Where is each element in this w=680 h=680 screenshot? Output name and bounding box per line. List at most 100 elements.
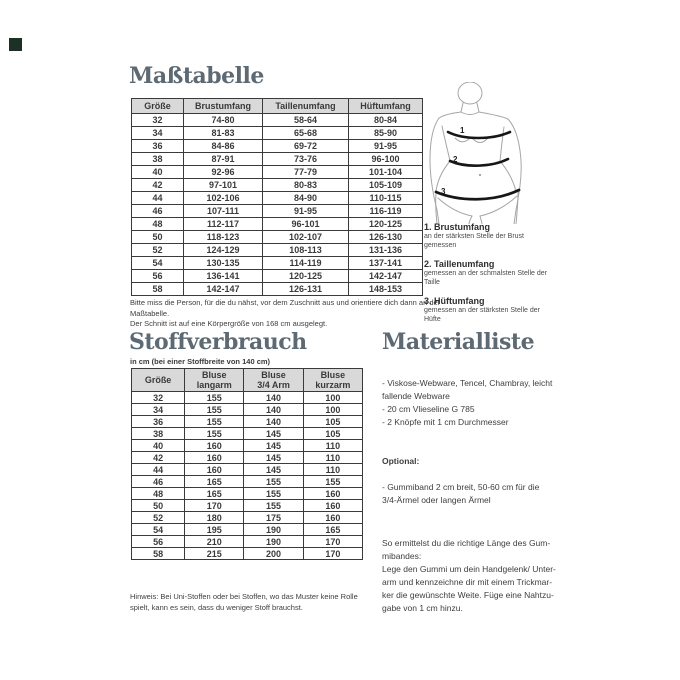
- table-cell: 114-119: [262, 256, 349, 270]
- table-cell: 190: [243, 523, 304, 536]
- fabric-usage-table: Größe Bluse langarm Bluse 3/4 Arm Bluse kur…: [130, 368, 364, 560]
- table-cell: 32: [130, 391, 186, 404]
- table-row: 52 180 175 160: [130, 511, 364, 524]
- table-row: 44 102-106 84-90 110-115: [131, 191, 423, 205]
- legend-label: 3. Hüftumfang: [424, 296, 485, 306]
- table-cell: 155: [243, 475, 304, 488]
- legend-desc: gemessen an der stärksten Stelle der Hüf…: [424, 307, 540, 323]
- table-cell: 165: [184, 487, 245, 500]
- table-cell: 58: [130, 547, 186, 560]
- table-cell: 160: [302, 499, 364, 512]
- fabric-usage-title: Stoffverbrauch: [129, 329, 307, 355]
- table-cell: 102-106: [183, 191, 263, 205]
- table-cell: 140: [243, 403, 304, 416]
- table-cell: 38: [130, 427, 186, 440]
- table-row: 46 165 155 155: [130, 475, 364, 488]
- column-header: Brustumfang: [183, 98, 263, 114]
- table-cell: 54: [131, 256, 184, 270]
- table-cell: 48: [131, 217, 184, 231]
- table-cell: 32: [131, 113, 184, 127]
- table-cell: 165: [184, 475, 245, 488]
- table-cell: 155: [184, 391, 245, 404]
- legend-item-waist: 2. Taillenumfang gemessen an der schmals…: [424, 259, 554, 287]
- legend-desc: an der stärksten Stelle der Brust gemess…: [424, 233, 524, 249]
- table-row: 56 136-141 120-125 142-147: [131, 269, 423, 283]
- measurement-legend: 1. Brustumfang an der stärksten Stelle d…: [424, 222, 554, 333]
- table-cell: 180: [184, 511, 245, 524]
- table-cell: 155: [184, 415, 245, 428]
- table-cell: 74-80: [183, 113, 263, 127]
- table-cell: 160: [184, 439, 245, 452]
- table-cell: 46: [130, 475, 186, 488]
- table-cell: 170: [302, 547, 364, 560]
- table-cell: 56: [131, 269, 184, 283]
- table-cell: 110: [302, 451, 364, 464]
- table-row: 38 155 145 105: [130, 427, 364, 440]
- table-cell: 107-111: [183, 204, 263, 218]
- table-cell: 40: [130, 439, 186, 452]
- table-row: 44 160 145 110: [130, 463, 364, 476]
- table-row: 42 160 145 110: [130, 451, 364, 464]
- size-table-body: 32 74-80 58-64 80-84 34 81-83 65-68 85-90 36 84-8…: [131, 113, 423, 296]
- table-cell: 160: [184, 463, 245, 476]
- table-cell: 131-136: [348, 243, 423, 257]
- material-items: - Viskose-Webware, Tencel, Chambray, lei…: [382, 378, 553, 427]
- measurement-bands: [434, 130, 521, 201]
- table-cell: 110-115: [348, 191, 423, 205]
- marker-2: 2: [453, 155, 458, 164]
- measuring-note: Bitte miss die Person, für die du nähst,…: [130, 298, 441, 328]
- table-cell: 101-104: [348, 165, 423, 179]
- table-cell: 38: [131, 152, 184, 166]
- table-cell: 84-86: [183, 139, 263, 153]
- table-row: 52 124-129 108-113 131-136: [131, 243, 423, 257]
- table-cell: 34: [131, 126, 184, 140]
- table-cell: 155: [184, 427, 245, 440]
- table-cell: 96-101: [262, 217, 349, 231]
- table-cell: 40: [131, 165, 184, 179]
- fabric-table-body: 32 155 140 100 34 155 140 100 36 155 140 105 38 155 14…: [130, 391, 364, 560]
- table-cell: 110: [302, 439, 364, 452]
- table-row: 34 81-83 65-68 85-90: [131, 126, 423, 140]
- table-cell: 42: [130, 451, 186, 464]
- legend-item-bust: 1. Brustumfang an der stärksten Stelle d…: [424, 222, 554, 250]
- table-row: 54 195 190 165: [130, 523, 364, 536]
- optional-label: Optional:: [382, 456, 420, 466]
- size-table-title: Maßtabelle: [129, 63, 264, 89]
- table-cell: 105: [302, 427, 364, 440]
- table-cell: 36: [130, 415, 186, 428]
- table-cell: 80-84: [348, 113, 423, 127]
- table-cell: 102-107: [262, 230, 349, 244]
- table-row: 58 215 200 170: [130, 547, 364, 560]
- table-row: 32 74-80 58-64 80-84: [131, 113, 423, 127]
- table-row: 58 142-147 126-131 148-153: [131, 282, 423, 296]
- table-cell: 170: [302, 535, 364, 548]
- table-cell: 145: [243, 439, 304, 452]
- table-row: 40 92-96 77-79 101-104: [131, 165, 423, 179]
- size-table-header-row: Größe Brustumfang Taillenumfang Hüftumfang: [131, 98, 423, 114]
- table-cell: 140: [243, 391, 304, 404]
- table-cell: 130-135: [183, 256, 263, 270]
- table-cell: 137-141: [348, 256, 423, 270]
- fabric-table-header-row: Größe Bluse langarm Bluse 3/4 Arm Bluse kur…: [130, 368, 364, 392]
- marker-3: 3: [441, 187, 446, 196]
- table-cell: 50: [131, 230, 184, 244]
- table-cell: 120-125: [262, 269, 349, 283]
- bust-band: [446, 130, 512, 140]
- table-cell: 105-109: [348, 178, 423, 192]
- column-header: Taillenumfang: [262, 98, 349, 114]
- table-cell: 36: [131, 139, 184, 153]
- table-cell: 54: [130, 523, 186, 536]
- table-cell: 58-64: [262, 113, 349, 127]
- table-cell: 91-95: [348, 139, 423, 153]
- table-cell: 91-95: [262, 204, 349, 218]
- table-cell: 81-83: [183, 126, 263, 140]
- table-cell: 155: [302, 475, 364, 488]
- table-cell: 148-153: [348, 282, 423, 296]
- table-cell: 145: [243, 451, 304, 464]
- table-cell: 44: [130, 463, 186, 476]
- table-cell: 155: [184, 403, 245, 416]
- table-cell: 210: [184, 535, 245, 548]
- table-cell: 112-117: [183, 217, 263, 231]
- fabric-usage-subtitle: in cm (bei einer Stoffbreite von 140 cm): [130, 357, 271, 366]
